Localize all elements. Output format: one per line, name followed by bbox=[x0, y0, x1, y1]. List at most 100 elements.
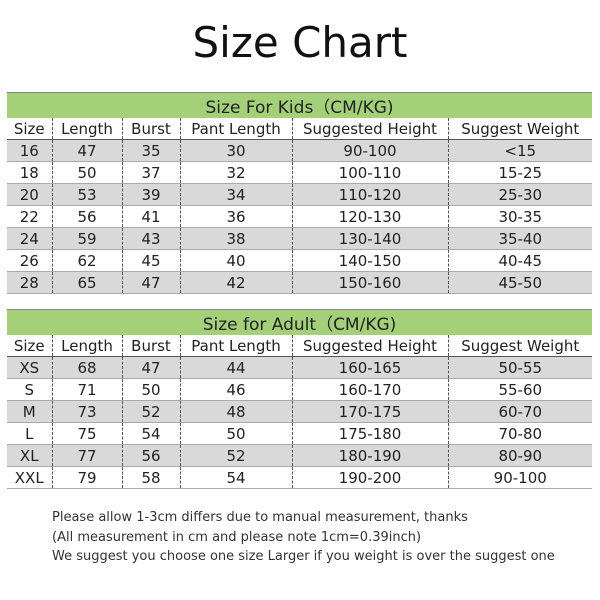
table-cell: 50 bbox=[121, 378, 180, 401]
table-cell: 52 bbox=[121, 400, 180, 423]
table-cell: 120-130 bbox=[291, 205, 448, 228]
table-cell: 22 bbox=[7, 205, 52, 228]
table-cell: 140-150 bbox=[291, 249, 448, 272]
table-cell: 47 bbox=[121, 356, 180, 379]
header-cell: Pant Length bbox=[179, 118, 292, 140]
table-cell: 41 bbox=[121, 205, 180, 228]
header-cell: Pant Length bbox=[179, 335, 292, 357]
table-cell: 39 bbox=[121, 183, 180, 206]
table-cell: 48 bbox=[179, 400, 292, 423]
table-cell: 45-50 bbox=[447, 271, 593, 294]
header-cell: Length bbox=[51, 335, 122, 357]
header-cell: Suggested Height bbox=[291, 118, 448, 140]
header-cell: Size bbox=[7, 118, 52, 140]
header-cell: Burst bbox=[121, 335, 180, 357]
table-cell: 62 bbox=[51, 249, 122, 272]
table-cell: 32 bbox=[179, 161, 292, 184]
table-cell: 54 bbox=[179, 466, 292, 489]
table-cell: 150-160 bbox=[291, 271, 448, 294]
table-cell: 26 bbox=[7, 249, 52, 272]
table-cell: 70-80 bbox=[447, 422, 592, 445]
table-cell: 110-120 bbox=[291, 183, 448, 206]
table-cell: 45 bbox=[121, 249, 180, 272]
size-table: Size For Kids（CM/KG) Size Length Burst Pant … bbox=[7, 92, 593, 294]
table-cell: 160-170 bbox=[291, 378, 448, 401]
table-cell: 170-175 bbox=[291, 400, 448, 423]
table-cell: M bbox=[7, 400, 52, 423]
table-cell: 47 bbox=[51, 139, 122, 162]
table-cell: 28 bbox=[7, 271, 52, 294]
table-cell: 90-100 bbox=[447, 466, 592, 489]
table-cell: 16 bbox=[7, 139, 52, 162]
table-cell: 46 bbox=[179, 378, 292, 401]
table-cell: 190-200 bbox=[291, 466, 448, 489]
table-cell: 38 bbox=[179, 227, 292, 250]
table-cell: 53 bbox=[51, 183, 122, 206]
table-caption: Size For Kids（CM/KG) bbox=[7, 92, 593, 118]
table-caption: Size for Adult（CM/KG) bbox=[7, 309, 592, 335]
table-cell: 50 bbox=[179, 422, 292, 445]
table-cell: 71 bbox=[51, 378, 122, 401]
table-cell: 40-45 bbox=[447, 249, 593, 272]
table-cell: 58 bbox=[121, 466, 180, 489]
table-row: XL 77 56 52 180-190 80-90 bbox=[7, 444, 592, 467]
table-cell: 50 bbox=[51, 161, 122, 184]
size-table: Size for Adult（CM/KG) Size Length Burst Pant… bbox=[7, 309, 592, 489]
table-cell: <15 bbox=[447, 139, 593, 162]
table-cell: 160-165 bbox=[291, 356, 448, 379]
table-row: S 71 50 46 160-170 55-60 bbox=[7, 378, 592, 401]
table-cell: 34 bbox=[179, 183, 292, 206]
table-cell: 42 bbox=[179, 271, 292, 294]
table-row: 20 53 39 34 110-120 25-30 bbox=[7, 183, 593, 206]
table-caption-row: Size For Kids（CM/KG) bbox=[7, 92, 593, 118]
table-cell: 68 bbox=[51, 356, 122, 379]
table-cell: 47 bbox=[121, 271, 180, 294]
header-row: Size Length Burst Pant Length Suggested Heig… bbox=[7, 118, 593, 140]
table-cell: 130-140 bbox=[291, 227, 448, 250]
table-cell: 65 bbox=[51, 271, 122, 294]
table-cell: 24 bbox=[7, 227, 52, 250]
table-cell: 25-30 bbox=[447, 183, 593, 206]
table-cell: L bbox=[7, 422, 52, 445]
table-row: XS 68 47 44 160-165 50-55 bbox=[7, 356, 592, 379]
table-cell: 43 bbox=[121, 227, 180, 250]
table-cell: S bbox=[7, 378, 52, 401]
table-cell: 59 bbox=[51, 227, 122, 250]
table-cell: 40 bbox=[179, 249, 292, 272]
header-cell: Length bbox=[51, 118, 122, 140]
table-cell: XL bbox=[7, 444, 52, 467]
table-cell: 56 bbox=[121, 444, 180, 467]
header-cell: Suggested Height bbox=[291, 335, 448, 357]
table-cell: 100-110 bbox=[291, 161, 448, 184]
note-line: We suggest you choose one size Larger if… bbox=[52, 549, 555, 564]
title: Size Chart bbox=[192, 18, 408, 67]
table-cell: 55-60 bbox=[447, 378, 592, 401]
header-row: Size Length Burst Pant Length Suggested Heig… bbox=[7, 335, 592, 357]
table-cell: 30-35 bbox=[447, 205, 593, 228]
header-cell: Suggest Weight bbox=[447, 118, 593, 140]
header-cell: Burst bbox=[121, 118, 180, 140]
table-cell: 35 bbox=[121, 139, 180, 162]
table-cell: 56 bbox=[51, 205, 122, 228]
table-cell: 44 bbox=[179, 356, 292, 379]
table-cell: XXL bbox=[7, 466, 52, 489]
table-cell: 36 bbox=[179, 205, 292, 228]
table-cell: 35-40 bbox=[447, 227, 593, 250]
table-row: L 75 54 50 175-180 70-80 bbox=[7, 422, 592, 445]
table-cell: XS bbox=[7, 356, 52, 379]
notes: Please allow 1-3cm differs due to manual… bbox=[52, 508, 555, 567]
table-cell: 50-55 bbox=[447, 356, 592, 379]
table-cell: 90-100 bbox=[291, 139, 448, 162]
header-cell: Suggest Weight bbox=[447, 335, 592, 357]
table-cell: 30 bbox=[179, 139, 292, 162]
table-cell: 79 bbox=[51, 466, 122, 489]
table-caption-row: Size for Adult（CM/KG) bbox=[7, 309, 592, 335]
table-row: 18 50 37 32 100-110 15-25 bbox=[7, 161, 593, 184]
table-row: XXL 79 58 54 190-200 90-100 bbox=[7, 466, 592, 489]
table-cell: 54 bbox=[121, 422, 180, 445]
table-cell: 20 bbox=[7, 183, 52, 206]
table-cell: 77 bbox=[51, 444, 122, 467]
table-row: M 73 52 48 170-175 60-70 bbox=[7, 400, 592, 423]
table-cell: 60-70 bbox=[447, 400, 592, 423]
